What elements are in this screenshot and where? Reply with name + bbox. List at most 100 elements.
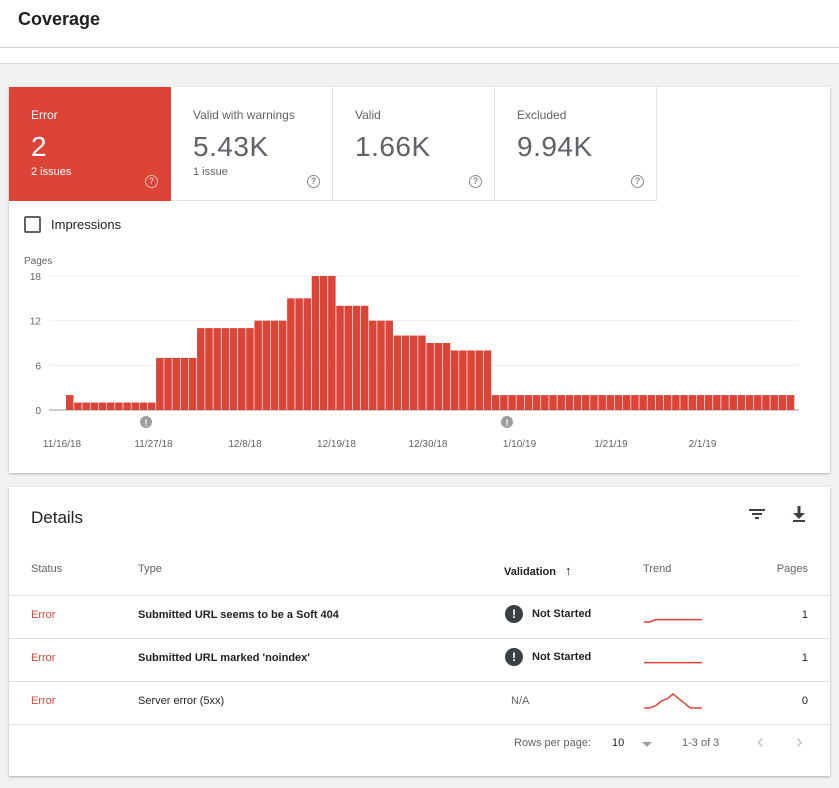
column-header-validation-label: Validation: [504, 566, 556, 578]
row-validation-label: N/A: [511, 695, 530, 707]
tile-value: 1.66K: [355, 131, 431, 162]
x-tick-label: 1/21/19: [594, 439, 628, 450]
chart-bar: [426, 343, 434, 410]
chart-bar: [590, 395, 598, 410]
alert-icon: !: [505, 648, 523, 666]
chart-bar: [483, 350, 492, 410]
chart-bar: [614, 395, 623, 410]
chart-bar: [745, 395, 754, 410]
chart-bar: [475, 350, 484, 410]
caret-down-icon: [642, 741, 653, 747]
chart-bar: [442, 343, 451, 410]
chart-bar: [344, 305, 352, 410]
download-icon[interactable]: [786, 501, 812, 527]
row-status: Error: [31, 695, 56, 707]
chart-bar: [262, 320, 271, 410]
help-icon[interactable]: ?: [307, 175, 320, 188]
chart-bar: [508, 395, 516, 410]
divider: [9, 724, 830, 725]
tile-label: Valid with warnings: [193, 108, 295, 122]
impressions-toggle[interactable]: Impressions: [24, 216, 121, 233]
row-validation: ! Not Started: [505, 648, 591, 666]
row-validation-label: Not Started: [532, 651, 592, 663]
rows-per-page-select[interactable]: 10: [612, 737, 653, 749]
chart-bar: [147, 402, 156, 410]
table-row[interactable]: Error Submitted URL marked 'noindex' ! N…: [9, 638, 830, 681]
top-bar: Coverage: [0, 0, 839, 48]
chart-bar: [565, 395, 574, 410]
chart-bar: [688, 395, 697, 410]
details-title: Details: [31, 508, 83, 527]
tile-excluded[interactable]: Excluded 9.94K ?: [495, 87, 657, 201]
chart-bar: [295, 298, 303, 410]
rows-per-page-label: Rows per page:: [514, 737, 592, 749]
next-page-icon[interactable]: ›: [796, 731, 803, 753]
annotation-label: !: [145, 418, 148, 428]
x-tick-label: 11/16/18: [43, 439, 82, 450]
tile-label: Excluded: [517, 108, 567, 122]
chart-bar: [377, 320, 385, 410]
chart-bar: [491, 395, 500, 410]
tile-label: Error: [31, 108, 58, 122]
tile-value: 9.94K: [517, 131, 593, 162]
chart-bar: [672, 395, 680, 410]
help-icon[interactable]: ?: [145, 175, 158, 188]
chart-bar: [98, 402, 107, 410]
chart-bar: [778, 395, 787, 410]
chart-bar: [164, 357, 172, 410]
chart-bar: [704, 395, 713, 410]
chart-bar: [598, 395, 606, 410]
pagination-range: 1-3 of 3: [682, 737, 720, 749]
chart-bar: [156, 357, 164, 410]
trend-line: [644, 618, 702, 623]
coverage-chart: Pages 0 6 12 18 11/16/18 11/27/18 12/8/18 12/19/…: [24, 256, 799, 450]
column-header-status[interactable]: Status: [31, 563, 63, 575]
chart-bar: [410, 335, 418, 410]
prev-page-icon[interactable]: ‹: [757, 731, 764, 753]
trend-sparkline: [644, 693, 702, 709]
chart-bar: [680, 395, 688, 410]
column-header-trend: Trend: [643, 563, 672, 575]
chart-bar: [401, 335, 410, 410]
chart-bar: [393, 335, 402, 410]
row-pages: 1: [801, 609, 808, 621]
row-validation: ! Not Started: [505, 605, 591, 623]
table-row[interactable]: Error Server error (5xx) N/A 0: [9, 681, 830, 724]
tile-sub: 2 issues: [31, 166, 72, 178]
annotation-marker-icon: [140, 416, 152, 428]
impressions-checkbox[interactable]: [24, 216, 41, 233]
row-type: Server error (5xx): [138, 695, 225, 707]
help-icon[interactable]: ?: [631, 175, 644, 188]
divider: [9, 681, 830, 682]
trend-sparkline: [644, 661, 702, 664]
chart-bar: [82, 402, 90, 410]
chart-bar: [66, 395, 74, 410]
chart-bar: [631, 395, 639, 410]
chart-bar: [369, 320, 377, 410]
y-tick-label: 18: [30, 272, 42, 283]
chart-bar: [532, 395, 541, 410]
y-axis-label: Pages: [24, 256, 52, 267]
filter-icon[interactable]: [744, 501, 770, 527]
chart-bar: [131, 402, 140, 410]
chart-bar: [246, 328, 254, 410]
column-header-validation[interactable]: Validation ↑: [504, 563, 572, 578]
chart-bar: [696, 395, 705, 410]
chart-bar: [328, 276, 336, 410]
chart-bar: [139, 402, 148, 410]
details-card: Details Status Type Validation ↑ Trend P…: [9, 487, 830, 776]
chart-bar: [197, 328, 205, 410]
tile-value: 5.43K: [193, 131, 269, 162]
chart-bar: [172, 357, 180, 410]
table-row[interactable]: Error Submitted URL seems to be a Soft 4…: [9, 595, 830, 638]
help-icon[interactable]: ?: [469, 175, 482, 188]
divider: [9, 638, 830, 639]
column-header-pages[interactable]: Pages: [776, 563, 808, 575]
tile-valid[interactable]: Valid 1.66K ?: [333, 87, 495, 201]
chart-bar: [385, 320, 393, 410]
column-header-type[interactable]: Type: [138, 563, 162, 575]
chart-bar: [270, 320, 279, 410]
annotation-label: !: [506, 418, 509, 428]
tile-valid-with-warnings[interactable]: Valid with warnings 5.43K 1 issue ?: [171, 87, 333, 201]
tile-error[interactable]: Error 2 2 issues ?: [9, 87, 171, 201]
